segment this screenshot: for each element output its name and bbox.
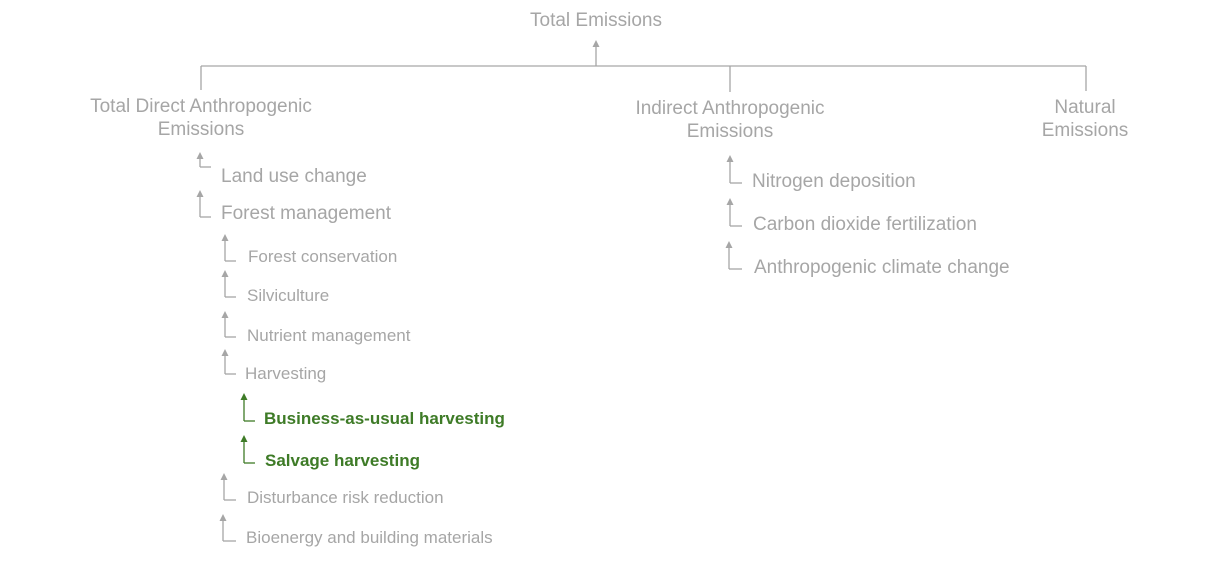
forest-management-node: Forest management [221, 203, 392, 224]
disturbance-risk-reduction-arrow-icon [220, 473, 228, 480]
indirect-anthropogenic-node: Indirect Anthropogenic Emissions [635, 98, 824, 144]
bioenergy-building-materials-arrow-icon [219, 514, 227, 521]
bioenergy-building-materials-node: Bioenergy and building materials [246, 528, 493, 547]
carbon-dioxide-fertilization-arrow-icon [726, 198, 734, 205]
direct-anthropogenic-label-line2: Emissions [157, 118, 245, 140]
land-use-change-arrow-icon [196, 152, 204, 159]
forest-management-arrow-icon [196, 190, 204, 197]
forest-conservation-arrow-icon [221, 234, 229, 241]
root-arrow-icon [592, 40, 600, 47]
nutrient-management-node: Nutrient management [247, 326, 411, 345]
harvesting-arrow-icon [221, 349, 229, 356]
natural-emissions-node: Natural Emissions [1042, 97, 1129, 143]
business-as-usual-harvesting-arrow-icon [240, 393, 248, 400]
nutrient-management-arrow-icon [221, 311, 229, 318]
forest-conservation-node: Forest conservation [248, 247, 398, 266]
disturbance-risk-reduction-node: Disturbance risk reduction [247, 488, 444, 507]
anthropogenic-climate-change-arrow-icon [725, 241, 733, 248]
salvage-harvesting-arrow-icon [240, 435, 248, 442]
root-node-label: Total Emissions [530, 10, 662, 31]
carbon-dioxide-fertilization-node: Carbon dioxide fertilization [753, 214, 977, 235]
natural-emissions-label-line1: Natural [1054, 97, 1116, 118]
land-use-change-node: Land use change [221, 166, 367, 187]
nitrogen-deposition-node: Nitrogen deposition [752, 171, 916, 192]
harvesting-node: Harvesting [245, 364, 327, 383]
nitrogen-deposition-arrow-icon [726, 155, 734, 162]
silviculture-node: Silviculture [247, 286, 330, 305]
indirect-anthropogenic-label-line2: Emissions [686, 120, 774, 142]
direct-anthropogenic-node: Total Direct Anthropogenic Emissions [90, 96, 312, 142]
natural-emissions-label-line2: Emissions [1041, 119, 1129, 141]
silviculture-arrow-icon [221, 270, 229, 277]
anthropogenic-climate-change-node: Anthropogenic climate change [754, 257, 1010, 278]
indirect-anthropogenic-label-line1: Indirect Anthropogenic [635, 98, 825, 119]
business-as-usual-harvesting-node: Business-as-usual harvesting [264, 409, 505, 428]
direct-anthropogenic-label-line1: Total Direct Anthropogenic [90, 96, 312, 117]
salvage-harvesting-node: Salvage harvesting [265, 451, 420, 470]
